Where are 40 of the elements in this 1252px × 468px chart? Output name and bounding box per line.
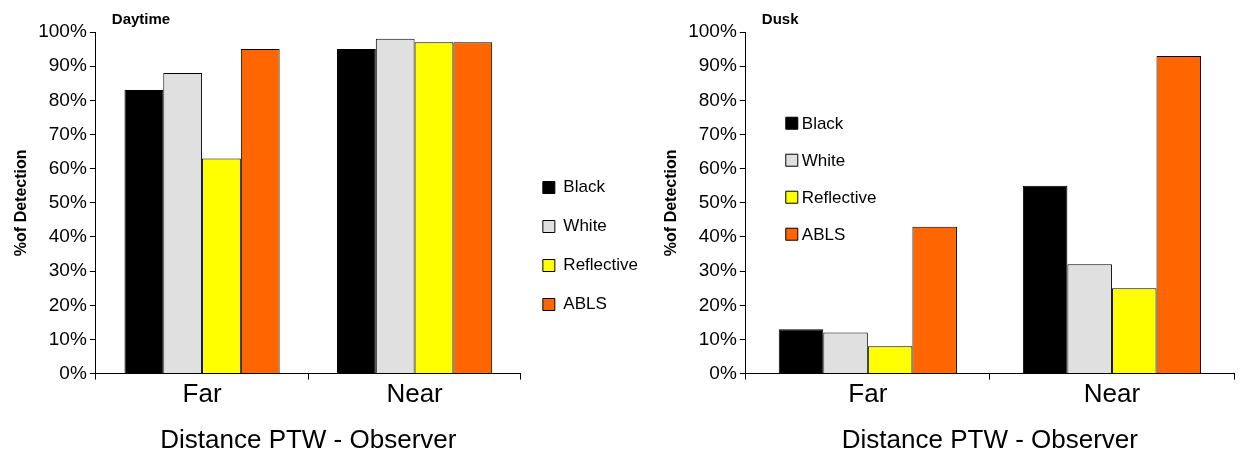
legend-label: ABLS [563,294,607,314]
y-tick-label: 20% [48,293,87,315]
y-axis-title: %of Detection [662,149,680,257]
x-tick-label: Near [386,378,444,409]
y-tick-label: 10% [698,327,737,349]
y-tick-label: 90% [698,54,737,76]
y-tick-label: 80% [698,88,737,110]
legend-label: ABLS [801,224,846,244]
x-tick-label: Far [848,378,888,409]
y-tick-label: 40% [698,225,737,247]
chart-title: Dusk [761,9,800,27]
y-tick-label: 60% [48,156,87,178]
y-tick-label: 0% [59,361,87,383]
y-tick-label: 50% [48,191,87,213]
legend-label: White [801,150,846,170]
x-tick-label: Near [1083,378,1141,409]
y-tick-label: 80% [48,88,87,110]
y-tick-label: 90% [48,54,87,76]
x-tick-label: Far [182,378,222,409]
y-tick-label: 0% [709,361,737,383]
y-tick-label: 20% [698,293,737,315]
y-tick-label: 40% [48,225,87,247]
chart-title: Daytime [111,9,171,27]
legend-label: Reflective [801,187,877,207]
x-axis-title: Distance PTW - Observer [160,423,457,454]
y-tick-label: 10% [48,327,87,349]
legend-label: Reflective [563,255,638,275]
y-tick-label: 70% [48,122,87,144]
y-tick-label: 30% [48,259,87,281]
y-tick-label: 70% [698,122,737,144]
y-tick-label: 50% [698,191,737,213]
y-tick-label: 60% [698,156,737,178]
legend-label: Black [801,113,844,133]
legend-label: Black [563,177,606,197]
y-tick-label: 100% [688,20,737,42]
y-tick-label: 30% [698,259,737,281]
y-axis-title: %of Detection [12,149,30,257]
x-axis-title: Distance PTW - Observer [841,423,1139,454]
y-tick-label: 100% [38,20,87,42]
legend-label: White [563,216,607,236]
